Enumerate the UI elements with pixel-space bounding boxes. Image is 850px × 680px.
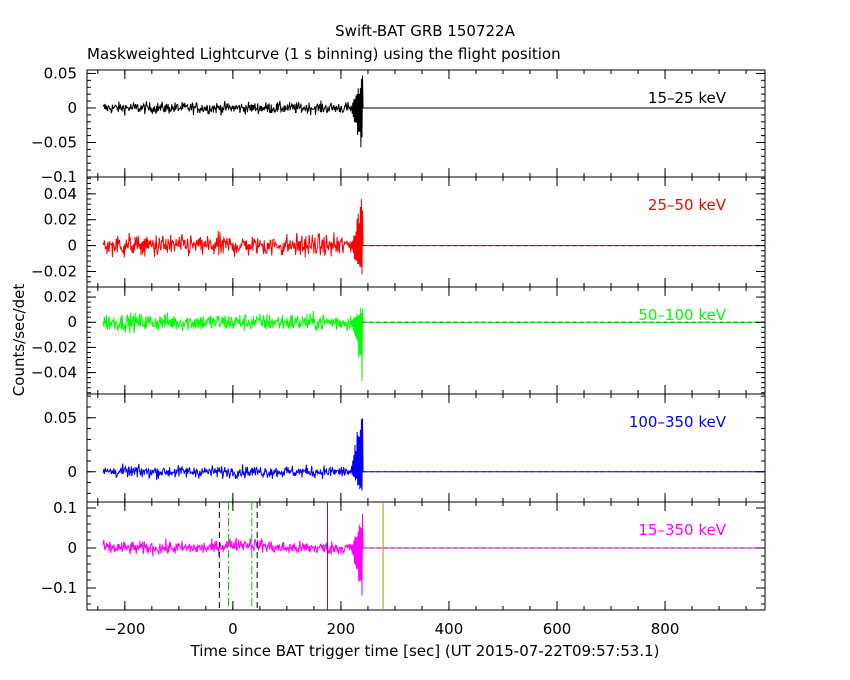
y-tick-label: 0 [67, 237, 77, 255]
series-line-4 [102, 418, 763, 491]
y-tick-label: 0 [67, 99, 77, 117]
y-tick-label: 0 [67, 539, 77, 557]
band-label: 100–350 keV [629, 413, 727, 431]
y-tick-label: −0.05 [31, 133, 77, 151]
y-tick-label: −0.04 [31, 364, 77, 382]
y-tick-label: 0.05 [44, 64, 77, 82]
x-tick-label: −200 [104, 620, 145, 638]
x-tick-label: 800 [651, 620, 680, 638]
panel-frame [86, 69, 766, 178]
panel-frame [86, 501, 766, 611]
band-label: 15–350 keV [638, 521, 726, 539]
x-axis-label: Time since BAT trigger time [sec] (UT 20… [190, 642, 660, 660]
series-line-3 [102, 307, 763, 381]
y-tick-label: −0.1 [41, 168, 77, 186]
series-line-2 [102, 199, 763, 275]
y-tick-label: 0.02 [44, 288, 77, 306]
x-tick-label: 0 [228, 620, 238, 638]
y-tick-label: 0.1 [53, 499, 77, 517]
panel-frame [86, 393, 766, 503]
y-axis-label: Counts/sec/det [10, 284, 28, 397]
x-tick-label: 400 [435, 620, 464, 638]
series-line-5 [102, 513, 763, 596]
y-tick-label: 0.05 [44, 409, 77, 427]
x-tick-label: 600 [543, 620, 572, 638]
panel-frame [86, 176, 766, 288]
y-tick-label: −0.02 [31, 262, 77, 280]
y-tick-label: 0.02 [44, 211, 77, 229]
band-label: 25–50 keV [648, 196, 727, 214]
y-tick-label: −0.02 [31, 338, 77, 356]
panel-frame [86, 286, 766, 395]
x-tick-label: 200 [327, 620, 356, 638]
y-tick-label: 0 [67, 313, 77, 331]
band-label: 50–100 keV [638, 306, 726, 324]
series-line-1 [102, 75, 763, 148]
chart-title: Swift-BAT GRB 150722A [335, 22, 515, 40]
chart-subtitle: Maskweighted Lightcurve (1 s binning) us… [87, 45, 561, 63]
band-label: 15–25 keV [648, 89, 727, 107]
y-tick-label: 0.04 [44, 185, 77, 203]
y-tick-label: 0 [67, 463, 77, 481]
y-tick-label: −0.1 [41, 579, 77, 597]
